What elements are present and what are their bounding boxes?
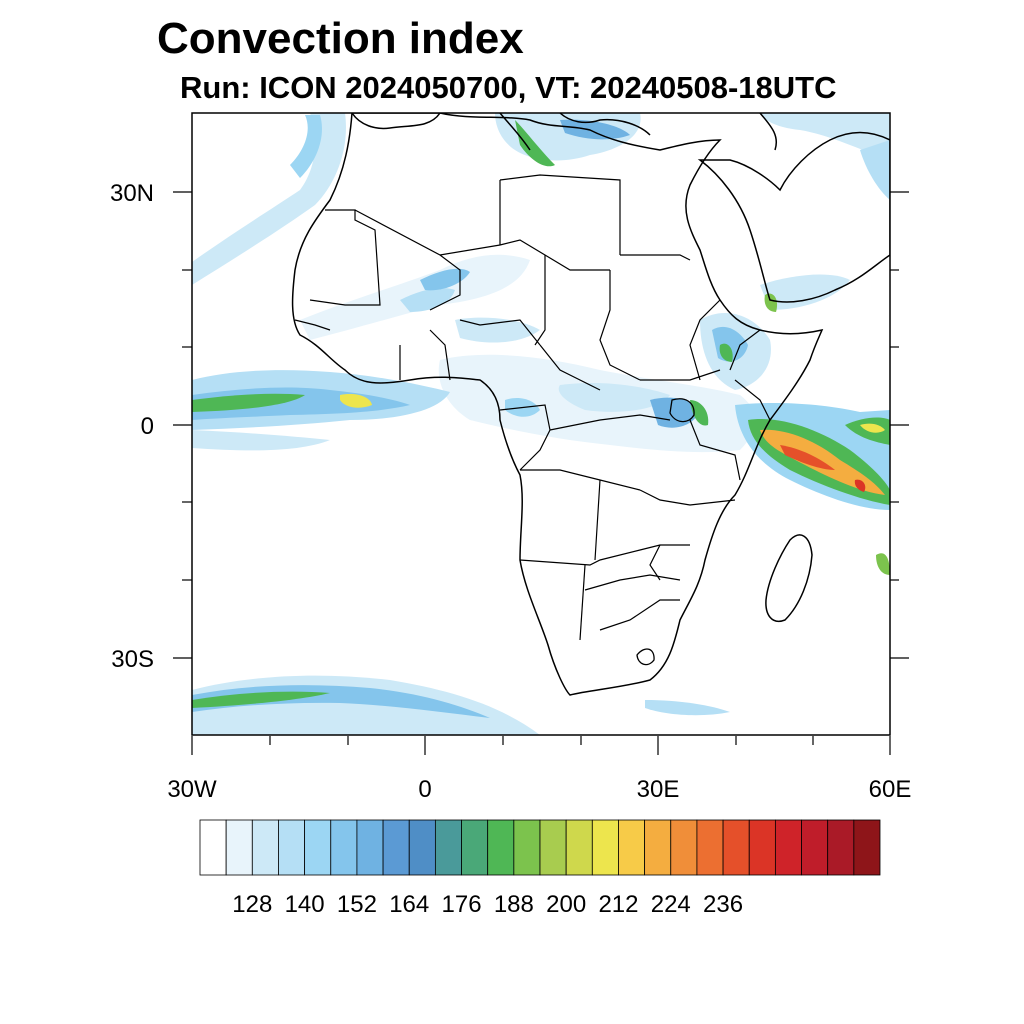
colorbar-label: 236 [703,891,743,918]
colorbar-swatch [330,819,358,876]
lon-label-30w: 30W [167,776,217,803]
colorbar-swatch [461,819,489,876]
colorbar-swatch [356,819,384,876]
colorbar-label: 200 [546,891,586,918]
lon-label-0: 0 [418,776,431,803]
colorbar-swatch [696,819,724,876]
colorbar-label: 128 [232,891,272,918]
country-borders [294,174,771,641]
colorbar-swatch [513,819,541,876]
colorbar-swatch [251,819,279,876]
colorbar-swatch [591,819,619,876]
coastlines [291,113,890,696]
lon-label-30e: 30E [637,776,680,803]
colorbar-label: 176 [442,891,482,918]
colorbar-label: 164 [389,891,429,918]
colorbar-swatch [722,819,750,876]
map-frame [191,112,891,736]
colorbar-swatch [199,819,227,876]
lat-label-30s: 30S [111,646,154,673]
colorbar-swatch [565,819,593,876]
convection-field [192,113,890,735]
colorbar-label: 224 [651,891,691,918]
colorbar-label: 140 [285,891,325,918]
map-subtitle: Run: ICON 2024050700, VT: 20240508-18UTC [180,70,837,105]
colorbar-swatch [644,819,672,876]
lat-label-0: 0 [141,413,154,440]
colorbar-label: 212 [598,891,638,918]
colorbar-swatch [801,819,829,876]
map-title: Convection index [157,14,524,63]
colorbar-swatch [539,819,567,876]
colorbar [199,819,881,876]
colorbar-label: 152 [337,891,377,918]
colorbar-swatch [382,819,410,876]
colorbar-labels: 128 140 152 164 176 188 200 212 224 236 [232,891,743,918]
colorbar-swatch [748,819,776,876]
colorbar-swatch [827,819,855,876]
colorbar-swatch [670,819,698,876]
lon-label-60e: 60E [869,776,912,803]
colorbar-swatch [278,819,306,876]
colorbar-swatch [853,819,881,876]
colorbar-label: 188 [494,891,534,918]
colorbar-swatch [225,819,253,876]
colorbar-swatch [487,819,515,876]
colorbar-swatch [774,819,802,876]
lat-label-30n: 30N [110,180,154,207]
tick-marks [173,191,909,755]
colorbar-swatch [304,819,332,876]
colorbar-swatch [618,819,646,876]
colorbar-swatch [434,819,462,876]
colorbar-swatch [408,819,436,876]
